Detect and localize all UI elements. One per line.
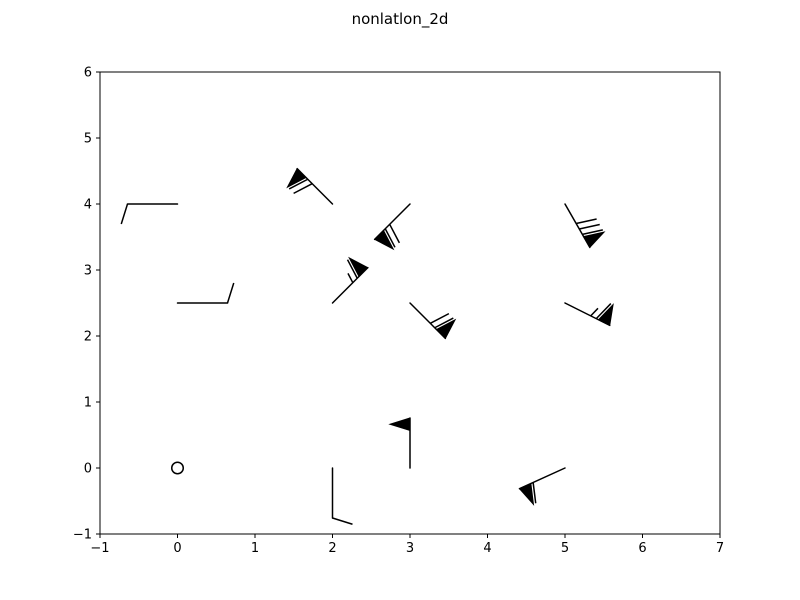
y-axis: −1 0 1 2 3 4 5 6 (73, 66, 100, 543)
barb-flag (286, 167, 307, 189)
wind-barb (120, 203, 179, 225)
y-tick-label: 3 (84, 264, 92, 279)
barb-flag (597, 303, 614, 327)
barb-full (595, 303, 612, 320)
wind-barb (518, 467, 566, 506)
barb-full (288, 178, 309, 190)
y-tick-label: 4 (84, 198, 92, 213)
wind-barb (331, 467, 353, 525)
barb-full (434, 317, 454, 329)
barb-full (332, 517, 353, 525)
y-tick-label: 5 (84, 132, 92, 147)
wind-barb (373, 203, 411, 251)
barb-half (347, 273, 354, 284)
x-tick-label: 3 (406, 541, 414, 556)
barb-full (120, 203, 129, 225)
barb-full (429, 312, 450, 324)
y-tick-label: 6 (84, 66, 92, 81)
x-tick-label: 0 (173, 541, 181, 556)
barb-full (532, 482, 537, 504)
calm-circle (170, 461, 185, 475)
barb-full (576, 218, 597, 225)
chart-title: nonlatlon_2d (352, 10, 449, 29)
barb-flag (435, 318, 457, 340)
x-tick-label: 5 (561, 541, 569, 556)
wind-barb (564, 302, 614, 327)
barb-full (384, 228, 396, 248)
barb-full (389, 223, 401, 244)
x-tick-label: 6 (638, 541, 646, 556)
barb-full (226, 282, 235, 304)
barb-half (590, 307, 599, 317)
y-tick-label: 2 (84, 330, 92, 345)
x-tick-label: 2 (328, 541, 336, 556)
y-tick-label: 0 (84, 462, 92, 477)
barb-layer (120, 167, 614, 525)
wind-barb (564, 203, 606, 249)
wind-barb (331, 256, 369, 304)
barb-flag (518, 482, 535, 506)
y-tick-label: −1 (73, 528, 92, 543)
barb-full (293, 183, 313, 195)
x-axis: −1 0 1 2 3 4 5 6 7 (90, 534, 724, 556)
barb-flag (388, 417, 411, 432)
barb-full (346, 259, 358, 279)
wind-barb (170, 461, 185, 475)
x-tick-label: −1 (90, 541, 109, 556)
wind-barb (176, 282, 235, 304)
x-tick-label: 1 (251, 541, 259, 556)
barb-full (582, 229, 603, 236)
wind-barb (388, 417, 411, 469)
barb-flag (582, 231, 606, 249)
x-tick-label: 4 (483, 541, 491, 556)
barb-flag (373, 229, 395, 251)
y-tick-label: 1 (84, 396, 92, 411)
barb-flag (348, 256, 369, 278)
x-tick-label: 7 (716, 541, 724, 556)
wind-barb (286, 167, 334, 205)
barb-full (579, 223, 600, 230)
wind-barb (409, 302, 457, 340)
